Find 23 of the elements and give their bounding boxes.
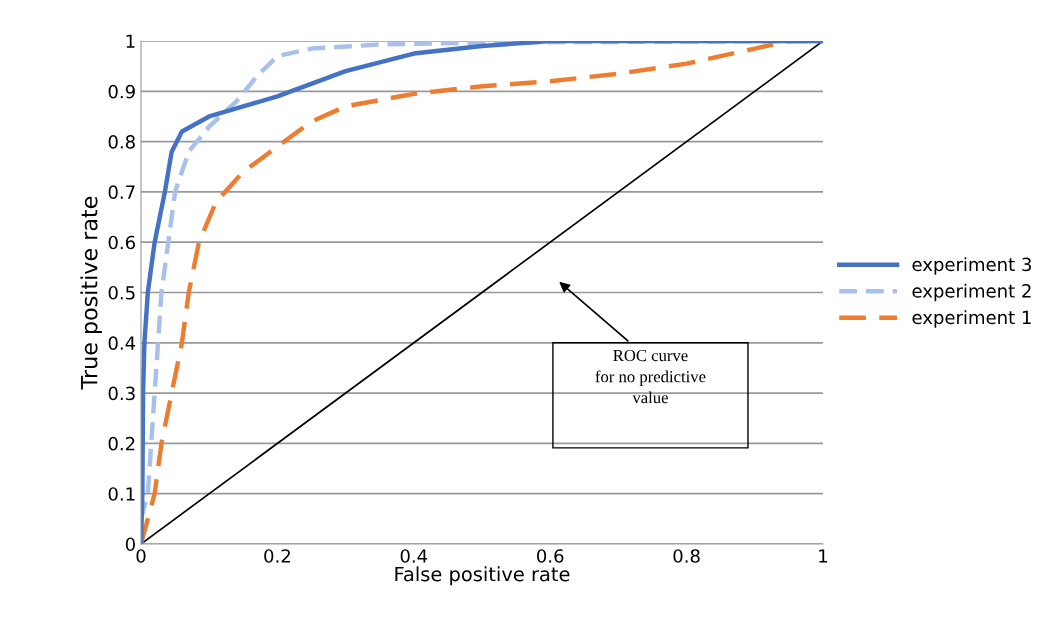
y-tick-label: 0.8 [108,135,135,149]
y-tick-label: 0.3 [108,386,135,401]
y-tick-label: 0.1 [108,487,135,501]
y-tick-label: 0.9 [108,84,135,99]
y-tick-label: 0 [125,537,135,552]
x-tick-label: 0 [136,549,146,563]
x-tick-label: 0.2 [264,549,290,563]
y-tick-label: 0.2 [108,436,135,451]
x-tick-label: 0.4 [400,549,428,563]
y-tick-label: 0.7 [108,185,135,200]
x-tick-label: 0.6 [537,549,564,563]
y-tick-label: 1 [126,34,135,48]
legend-label: experiment 2 [912,283,1031,302]
y-tick-label: 0.5 [108,285,135,300]
y-axis-title: True positive rate [80,196,102,390]
x-tick-label: 0.8 [673,549,700,563]
legend-label: experiment 3 [912,257,1031,275]
legend-label: experiment 1 [912,310,1031,328]
y-tick-label: 0.4 [108,336,136,350]
x-axis-title: False positive rate [395,566,570,586]
annotation: ROC curve for no predictive value [595,349,706,404]
y-tick-label: 0.6 [108,235,135,250]
x-tick-label: 1 [819,549,828,563]
